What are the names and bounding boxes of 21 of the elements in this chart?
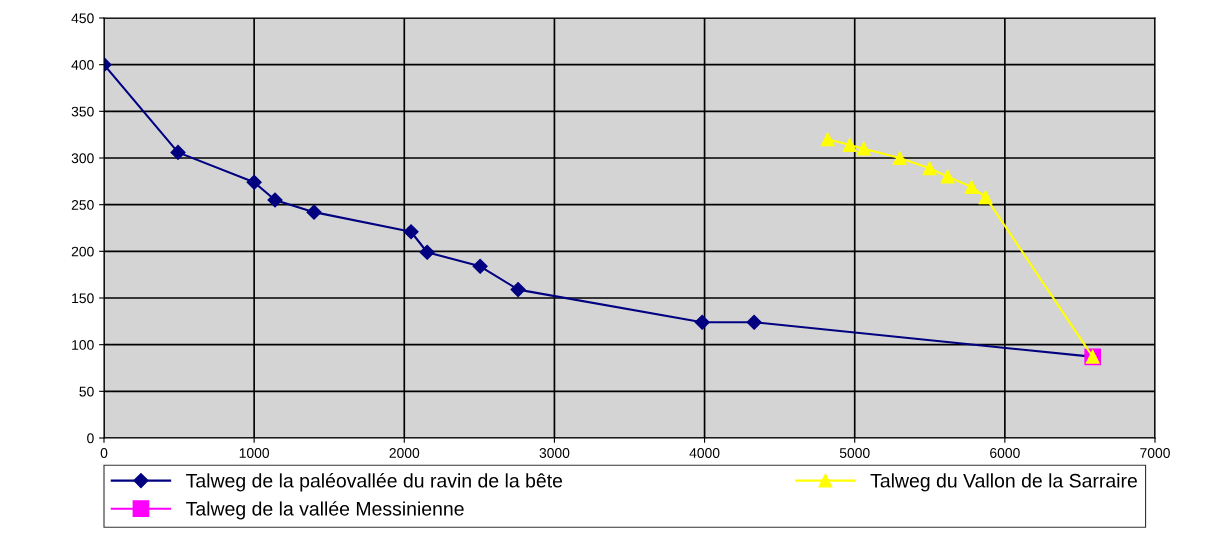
x-tick-label: 1000 bbox=[239, 448, 270, 458]
x-tick-label: 7000 bbox=[1140, 448, 1170, 458]
y-tick-label: 100 bbox=[72, 340, 94, 350]
y-tick-label: 300 bbox=[71, 153, 94, 164]
y-tick-label: 350 bbox=[71, 106, 94, 117]
y-tick-label: 50 bbox=[79, 386, 94, 397]
x-tick-label: 3000 bbox=[539, 448, 570, 458]
legend-label: Talweg du Vallon de la Sarraire bbox=[870, 473, 1137, 492]
legend-label: Talweg de la paléovallée du ravin de la bête bbox=[186, 473, 563, 492]
y-tick-label: 200 bbox=[71, 246, 94, 257]
x-tick-label: 4000 bbox=[689, 448, 720, 458]
legend-label: Talweg de la vallée Messinienne bbox=[186, 501, 464, 520]
x-tick-label: 6000 bbox=[990, 448, 1020, 458]
y-tick-label: 150 bbox=[72, 293, 94, 304]
y-tick-label: 250 bbox=[71, 200, 94, 210]
x-tick-label: 0 bbox=[100, 448, 108, 458]
y-tick-label: 450 bbox=[71, 13, 94, 24]
x-tick-label: 2000 bbox=[389, 448, 420, 458]
y-tick-label: 400 bbox=[71, 60, 94, 70]
y-tick-label: 0 bbox=[87, 433, 94, 444]
x-tick-label: 5000 bbox=[839, 448, 870, 458]
